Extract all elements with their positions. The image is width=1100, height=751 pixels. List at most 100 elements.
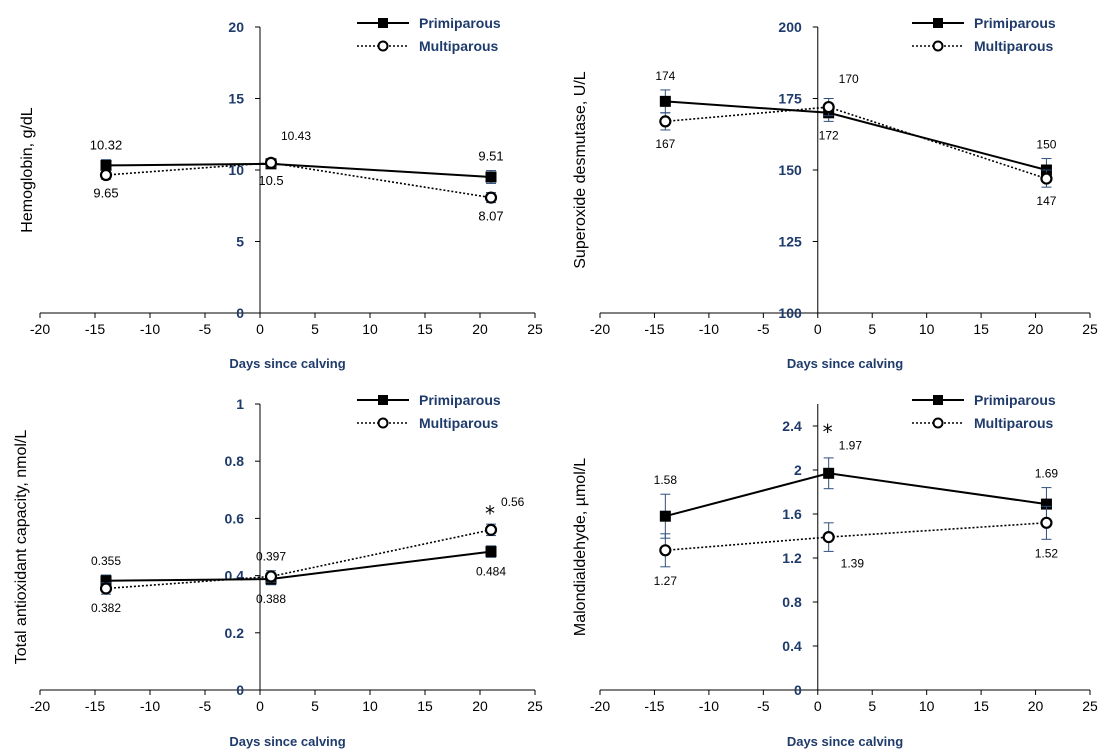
chart-panel-4: -20 -15 -10 -5 0 5 10 15 20 25 0 0.4 0.8 1.2 1.6 2 2.4 Da… <box>572 392 1098 749</box>
x-axis-label: Days since calving <box>787 734 903 749</box>
series-multiparous: 9.65 10.5 8.07 <box>93 156 504 224</box>
legend-label: Primiparous <box>419 15 501 31</box>
data-point <box>659 544 672 557</box>
data-label: 1.27 <box>654 574 678 588</box>
legend-entry-primiparous: Primiparous <box>357 15 501 31</box>
data-label: 0.388 <box>256 592 286 606</box>
data-label: 9.65 <box>93 185 118 200</box>
x-tick-label: 10 <box>919 321 935 337</box>
data-label: 9.51 <box>478 149 503 164</box>
data-label: 170 <box>839 72 859 86</box>
data-label: 1.58 <box>654 473 678 487</box>
y-tick-label: 0.8 <box>782 594 802 610</box>
data-point <box>823 467 835 479</box>
x-tick-label: -5 <box>757 321 770 337</box>
data-point <box>485 546 497 558</box>
chart-panel-1: -20 -15 -10 -5 0 5 10 15 20 25 0 5 10 15 20 Days since … <box>19 15 543 371</box>
y-tick-label: 0.2 <box>225 625 245 641</box>
y-tick-label: 10 <box>228 162 244 178</box>
x-tick-label: -20 <box>30 321 50 337</box>
x-axis-label: Days since calving <box>229 356 345 371</box>
x-tick-label: 20 <box>1028 321 1044 337</box>
data-label: 1.97 <box>839 438 863 452</box>
x-tick-label: -15 <box>85 698 105 714</box>
data-point <box>822 100 835 114</box>
series-line <box>105 550 492 582</box>
data-label: 1.52 <box>1035 546 1059 560</box>
x-tick-label: -15 <box>85 321 105 337</box>
x-axis-label: Days since calving <box>229 734 345 749</box>
data-label: 150 <box>1036 138 1056 152</box>
significance-marker: * <box>485 501 495 525</box>
data-label: 1.39 <box>841 556 865 570</box>
x-tick-label: 5 <box>311 321 319 337</box>
y-tick-label: 100 <box>778 305 802 321</box>
x-tick-label: 15 <box>973 321 989 337</box>
x-tick-label: 15 <box>417 698 433 714</box>
series-line <box>665 472 1047 518</box>
data-point <box>484 523 498 536</box>
data-point <box>659 95 671 107</box>
series-multiparous: 167 170 147 <box>655 72 1056 208</box>
series-primiparous: 1.58 1.97 1.69 <box>654 438 1058 539</box>
x-axis-label: Days since calving <box>787 356 903 371</box>
legend-entry-primiparous: Primiparous <box>357 392 501 408</box>
series-multiparous: 0.382 0.397 0.56 <box>91 495 525 615</box>
x-tick-label: 10 <box>362 698 378 714</box>
data-point <box>99 582 113 595</box>
data-point <box>264 570 278 583</box>
x-tick-label: -10 <box>699 698 719 714</box>
x-tick-label: 10 <box>362 321 378 337</box>
y-tick-label: 150 <box>778 162 802 178</box>
data-point <box>485 171 497 183</box>
chart-panel-2: -20 -15 -10 -5 0 5 10 15 20 25 100 125 150 175 200 Days… <box>572 15 1098 371</box>
x-tick-label: -5 <box>199 698 212 714</box>
x-tick-label: 0 <box>256 321 264 337</box>
data-label: 147 <box>1036 194 1056 208</box>
x-tick-label: -15 <box>644 698 664 714</box>
data-point <box>1040 498 1052 510</box>
x-tick-label: 25 <box>527 321 543 337</box>
data-label: 167 <box>655 137 675 151</box>
data-label: 172 <box>819 128 839 142</box>
x-tick-label: 25 <box>1082 321 1098 337</box>
x-tick-label: 25 <box>1082 698 1098 714</box>
legend-entry-primiparous: Primiparous <box>912 15 1056 31</box>
legend-label: Multiparous <box>419 415 499 431</box>
y-tick-label: 125 <box>778 234 802 250</box>
legend-label: Multiparous <box>974 38 1054 54</box>
data-point <box>484 191 498 204</box>
legend-label: Multiparous <box>419 38 499 54</box>
series-line <box>665 106 1047 180</box>
data-label: 10.32 <box>90 138 123 153</box>
x-tick-label: 20 <box>1028 698 1044 714</box>
x-tick-label: 5 <box>868 321 876 337</box>
y-tick-label: 0.6 <box>225 510 245 526</box>
data-label: 10.43 <box>281 129 311 143</box>
significance-marker: * <box>823 420 833 444</box>
data-label: 10.5 <box>258 173 283 188</box>
data-label: 0.355 <box>91 554 121 568</box>
series-multiparous: 1.27 1.39 1.52 <box>654 505 1059 588</box>
x-tick-label: -20 <box>590 698 610 714</box>
y-tick-label: 1.6 <box>782 506 802 522</box>
y-tick-label: 20 <box>228 19 244 35</box>
x-tick-label: 20 <box>472 321 488 337</box>
legend-entry-multiparous: Multiparous <box>357 38 499 54</box>
x-tick-label: 0 <box>814 698 822 714</box>
data-point <box>100 575 112 587</box>
x-tick-label: 15 <box>417 321 433 337</box>
y-tick-label: 0.8 <box>225 453 245 469</box>
y-axis-label: Hemoglobin, g/dL <box>19 107 36 233</box>
legend-entry-multiparous: Multiparous <box>912 415 1054 431</box>
x-tick-label: -5 <box>199 321 212 337</box>
x-tick-label: 0 <box>256 698 264 714</box>
series-line <box>665 522 1047 552</box>
x-tick-label: -10 <box>140 698 160 714</box>
legend-label: Primiparous <box>419 392 501 408</box>
y-tick-label: 0 <box>236 305 244 321</box>
data-point <box>100 159 112 171</box>
y-axis-label: Superoxide desmutase, U/L <box>572 71 589 269</box>
legend-label: Primiparous <box>974 15 1056 31</box>
